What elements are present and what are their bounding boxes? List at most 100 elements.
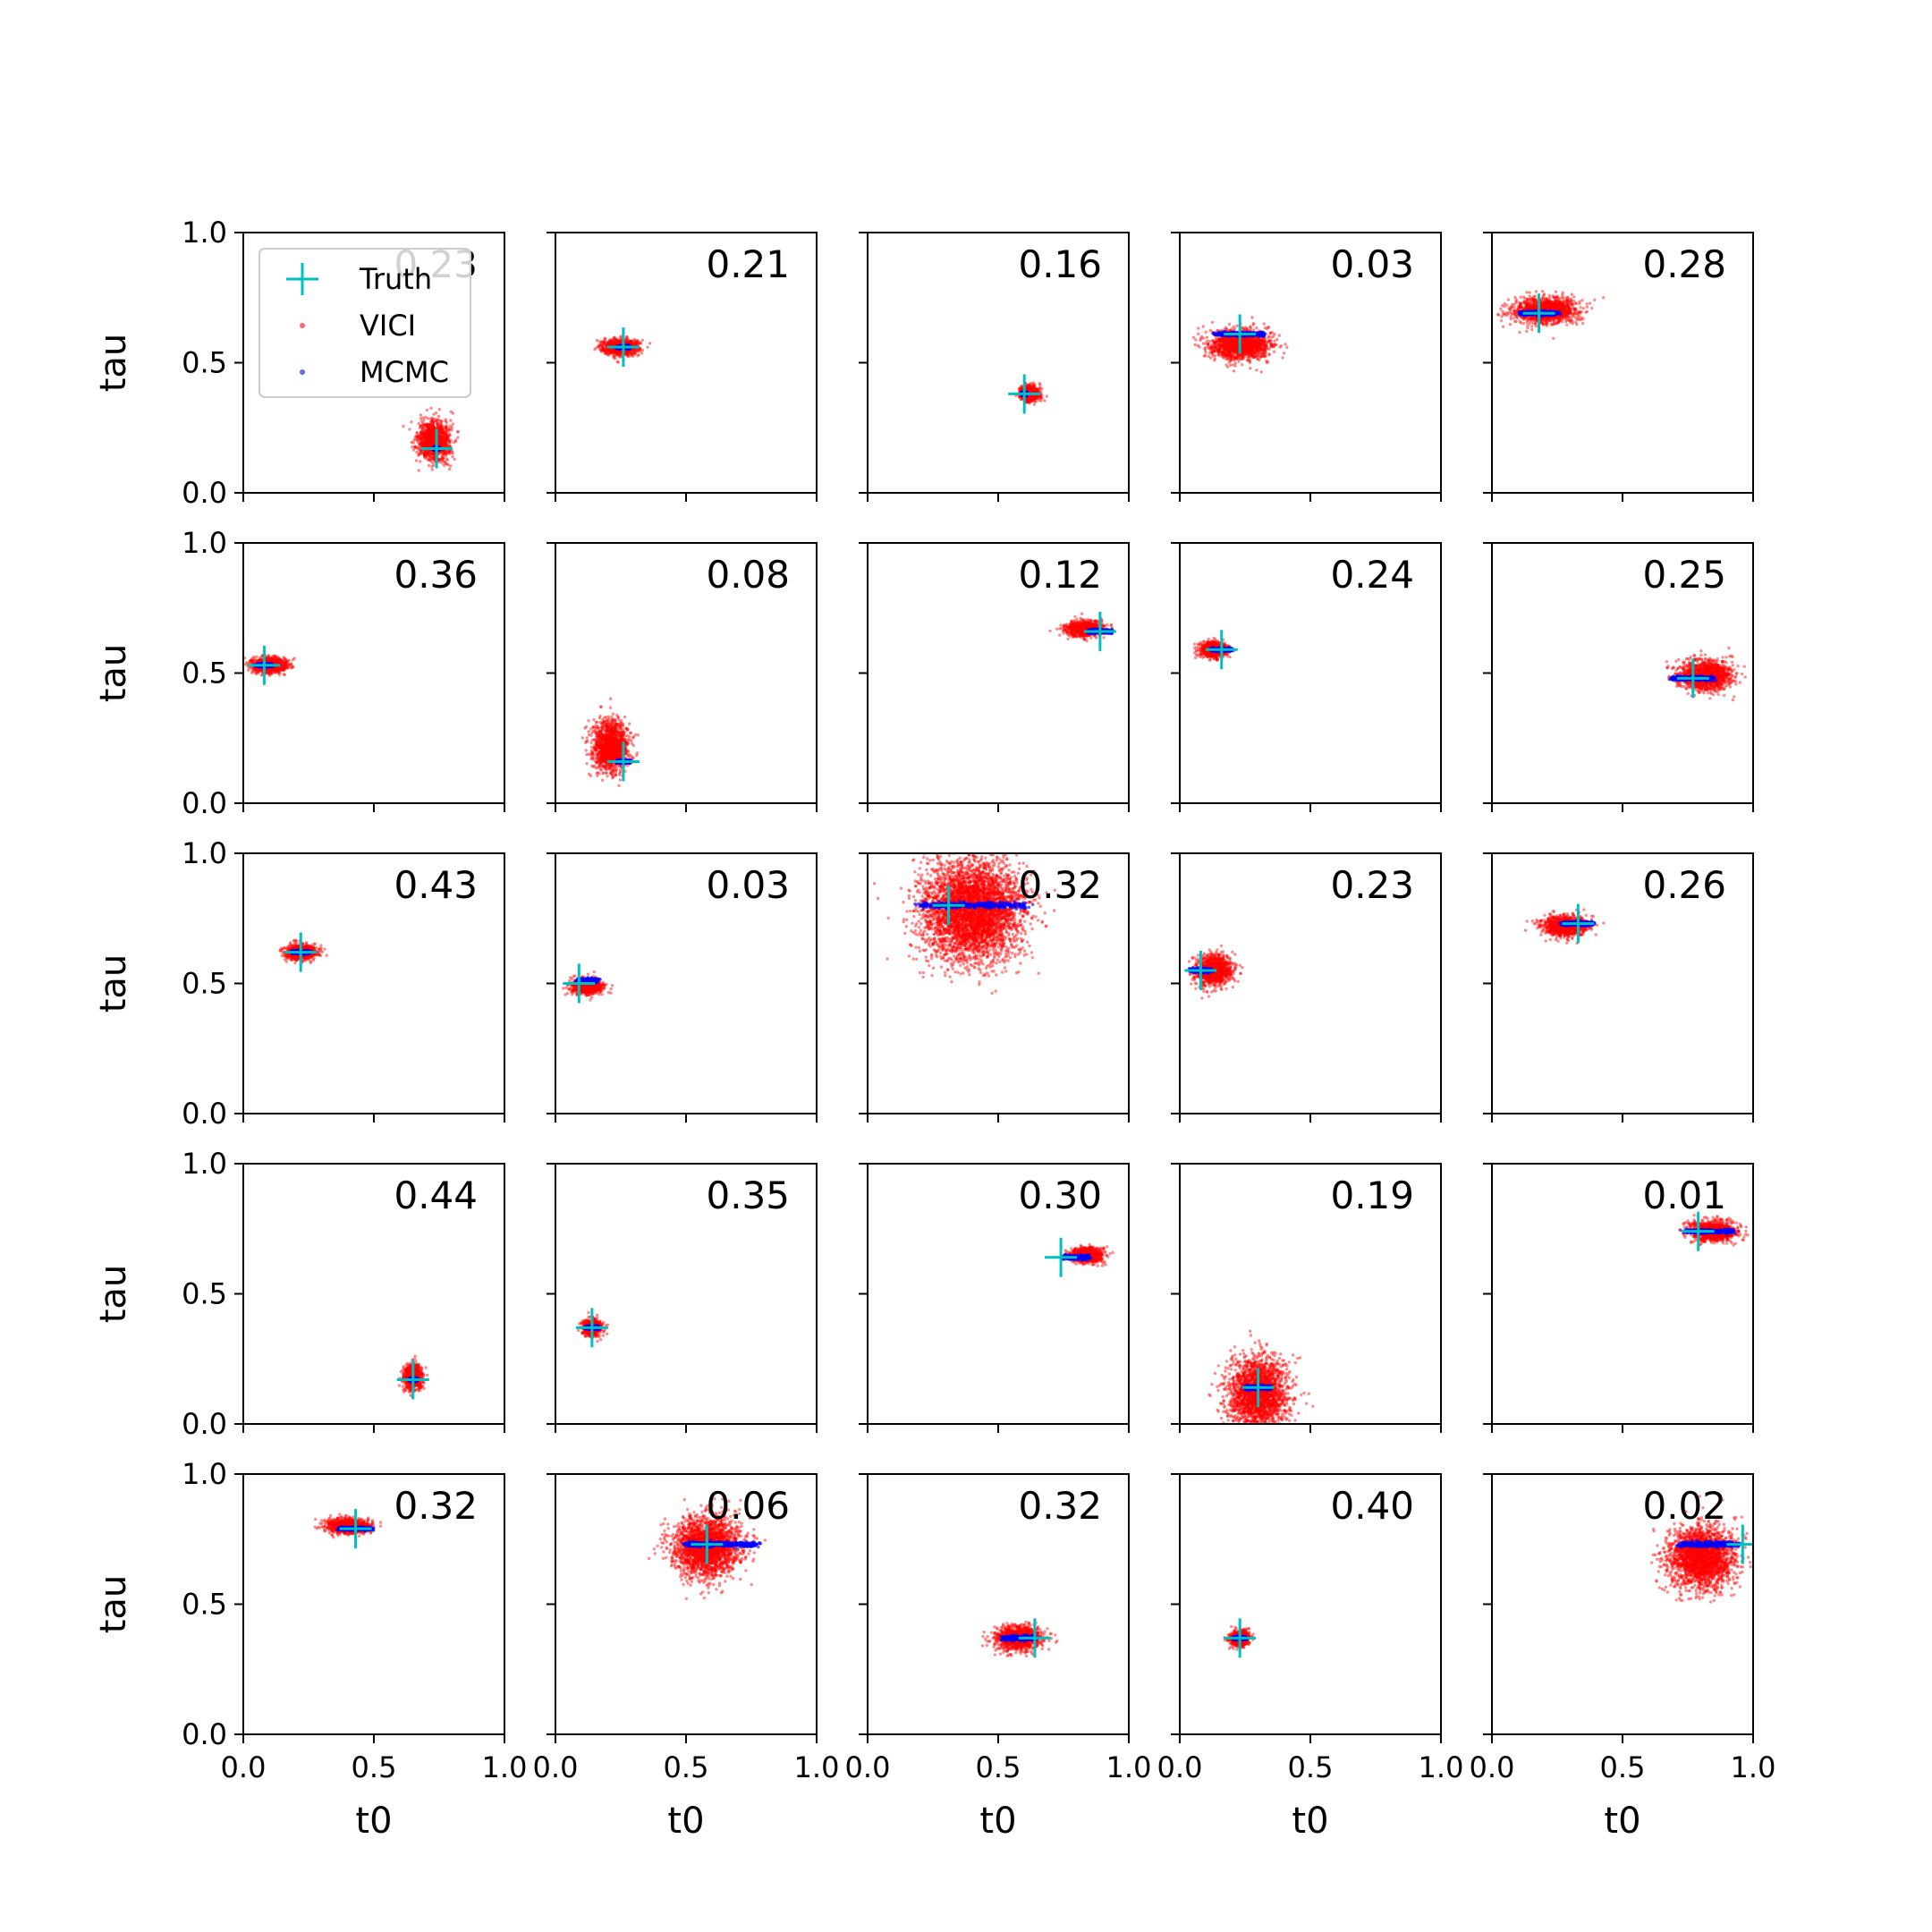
- vici-point: [445, 443, 449, 446]
- vici-point: [422, 432, 426, 436]
- vici-point: [410, 420, 413, 424]
- vici-point: [411, 448, 416, 452]
- vici-point: [419, 417, 423, 420]
- vici-point: [640, 348, 645, 352]
- vici-point: [632, 351, 636, 355]
- vici-point: [1245, 327, 1250, 331]
- vici-point: [427, 444, 430, 448]
- vici-point: [428, 435, 432, 438]
- vici-point: [429, 419, 433, 422]
- vici-point: [414, 459, 419, 462]
- vici-point: [1268, 331, 1273, 335]
- vici-point: [439, 427, 443, 430]
- vici-point: [438, 441, 443, 445]
- vici-point: [439, 428, 443, 432]
- vici-point: [423, 443, 427, 446]
- vici-point: [439, 441, 444, 445]
- vici-point: [424, 456, 428, 460]
- vici-point: [441, 450, 445, 454]
- vici-point: [447, 467, 452, 471]
- vici-point: [430, 435, 434, 438]
- vici-point: [424, 451, 428, 454]
- vici-point: [429, 426, 433, 429]
- vici-point: [443, 440, 447, 444]
- vici-point: [428, 428, 431, 432]
- vici-point: [432, 425, 436, 428]
- vici-point: [1026, 386, 1030, 390]
- vici-point: [429, 424, 433, 428]
- vici-point: [417, 437, 420, 441]
- vici-point: [440, 425, 444, 428]
- vici-point: [428, 430, 432, 434]
- vici-point: [426, 440, 429, 444]
- vici-point: [428, 435, 431, 438]
- vici-point: [442, 449, 445, 453]
- vici-point: [439, 438, 444, 443]
- vici-point: [432, 437, 436, 441]
- vici-point: [428, 440, 432, 444]
- vici-point: [445, 445, 449, 448]
- vici-point: [428, 434, 431, 438]
- vici-point: [432, 434, 436, 437]
- vici-point: [437, 430, 441, 434]
- vici-point: [416, 438, 419, 443]
- vici-point: [414, 445, 418, 449]
- vici-point: [418, 435, 422, 439]
- vici-point: [428, 437, 432, 441]
- vici-point: [424, 436, 428, 441]
- vici-point: [425, 441, 428, 445]
- vici-point: [415, 431, 419, 435]
- vici-point: [427, 428, 431, 432]
- vici-point: [450, 449, 453, 453]
- vici-point: [445, 424, 448, 428]
- vici-point: [456, 436, 460, 439]
- vici-point: [422, 453, 427, 457]
- vici-point: [451, 450, 454, 454]
- vici-point: [429, 427, 433, 430]
- vici-point: [444, 451, 448, 454]
- vici-point: [428, 441, 431, 445]
- vici-point: [443, 451, 446, 454]
- vici-point: [609, 347, 614, 352]
- vici-point: [432, 440, 436, 445]
- vici-point: [447, 449, 452, 453]
- vici-point: [423, 442, 427, 446]
- vici-point: [609, 349, 613, 352]
- vici-point: [615, 360, 619, 364]
- vici-point: [431, 442, 435, 446]
- vici-point: [426, 417, 430, 420]
- vici-point: [424, 441, 428, 445]
- vici-point: [430, 430, 434, 434]
- vici-point: [439, 435, 443, 439]
- vici-point: [440, 454, 444, 458]
- vici-point: [423, 428, 428, 432]
- vici-point: [427, 426, 431, 429]
- vici-point: [439, 428, 444, 432]
- vici-point: [445, 428, 449, 432]
- vici-point: [426, 422, 429, 426]
- vici-point: [425, 432, 428, 436]
- vici-point: [426, 425, 429, 428]
- vici-point: [428, 439, 431, 443]
- vici-point: [646, 345, 649, 349]
- vici-point: [1030, 387, 1034, 391]
- vici-point: [443, 460, 446, 463]
- vici-point: [428, 443, 433, 447]
- vici-point: [438, 439, 443, 444]
- vici-point: [420, 427, 425, 430]
- vici-point: [1213, 359, 1216, 362]
- vici-point: [442, 438, 445, 442]
- vici-point: [1210, 320, 1215, 325]
- vici-point: [415, 450, 419, 454]
- vici-point: [430, 435, 434, 438]
- vici-point: [432, 412, 436, 416]
- vici-point: [427, 450, 430, 454]
- vici-point: [421, 435, 426, 439]
- vici-point: [431, 439, 435, 443]
- vici-point: [428, 423, 431, 427]
- vici-point: [430, 433, 434, 436]
- vici-point: [419, 419, 424, 423]
- vici-point: [432, 432, 436, 436]
- vici-point: [615, 352, 620, 356]
- vici-point: [1045, 394, 1049, 398]
